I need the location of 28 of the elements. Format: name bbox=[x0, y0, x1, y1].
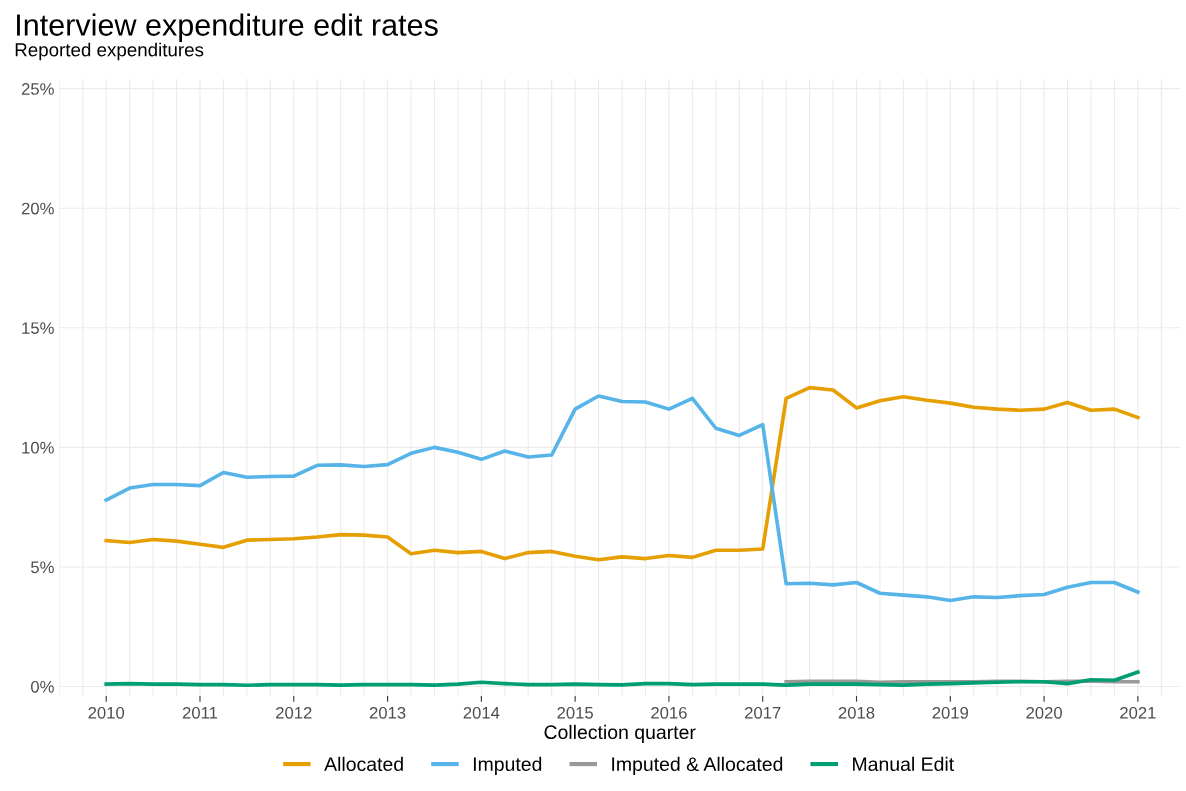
y-tick-label: 25% bbox=[21, 83, 54, 95]
x-tick-label: 2017 bbox=[745, 706, 781, 719]
line-series bbox=[104, 670, 1140, 688]
line-series bbox=[104, 394, 1140, 603]
y-tick-label: 20% bbox=[21, 202, 54, 215]
x-tick-label: 2021 bbox=[1120, 706, 1156, 719]
y-tick-label: 5% bbox=[31, 561, 54, 574]
x-tick-label: 2013 bbox=[369, 706, 406, 719]
x-tick-label: 2011 bbox=[182, 706, 218, 719]
chart-title: Interview expenditure edit rates bbox=[17, 13, 438, 42]
legend-label: Manual Edit bbox=[853, 756, 954, 772]
x-tick-label: 2020 bbox=[1026, 706, 1062, 719]
x-tick-label: 2016 bbox=[651, 706, 687, 719]
x-tick-label: 2015 bbox=[557, 706, 593, 719]
x-tick-label: 2010 bbox=[88, 706, 125, 719]
legend-label: Imputed bbox=[473, 756, 542, 775]
legend-label: Allocated bbox=[324, 756, 403, 772]
x-axis-title: Collection quarter bbox=[544, 724, 696, 743]
legend-label: Imputed & Allocated bbox=[612, 756, 783, 775]
y-tick-label: 15% bbox=[22, 322, 54, 335]
x-tick-label: 2012 bbox=[276, 706, 312, 719]
x-tick-label: 2018 bbox=[838, 706, 875, 719]
x-tick-label: 2014 bbox=[463, 706, 500, 719]
chart-subtitle: Reported expenditures bbox=[15, 42, 204, 61]
line-series bbox=[104, 385, 1140, 562]
y-tick-label: 10% bbox=[22, 441, 54, 454]
x-tick-label: 2019 bbox=[932, 706, 969, 719]
y-tick-label: 0% bbox=[31, 680, 54, 693]
